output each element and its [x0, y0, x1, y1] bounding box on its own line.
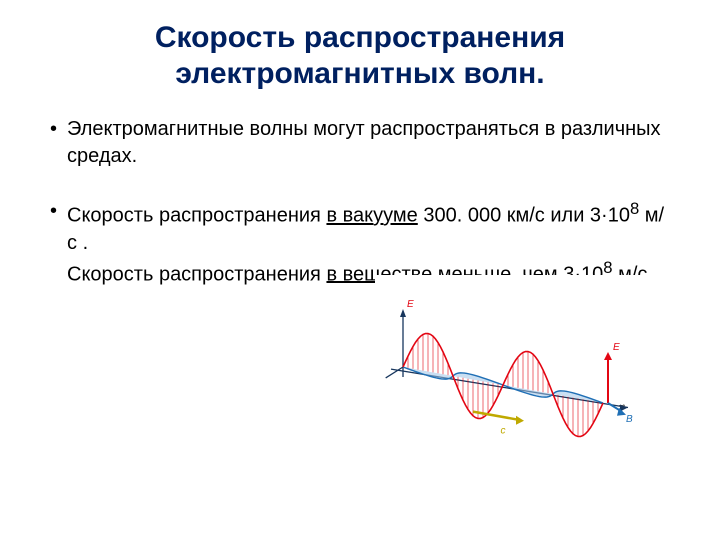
bullet-dot: •	[50, 198, 57, 224]
svg-text:E: E	[613, 342, 620, 353]
bullet-1: • Электромагнитные волны могут распростр…	[50, 116, 670, 170]
title-line2: электромагнитных волн.	[175, 57, 544, 90]
bullet-1-text: Электромагнитные волны могут распростран…	[67, 116, 670, 170]
svg-text:B: B	[626, 414, 633, 425]
bullet-dot: •	[50, 116, 57, 142]
underline-vacuum: в вакууме	[326, 205, 417, 227]
page-title: Скорость распространения электромагнитны…	[50, 20, 670, 92]
em-wave-diagram: E E B → c	[375, 275, 665, 450]
title-line1: Скорость распространения	[155, 21, 565, 54]
svg-text:→: →	[617, 399, 627, 410]
svg-text:c: c	[501, 426, 506, 437]
svg-text:E: E	[407, 299, 414, 310]
